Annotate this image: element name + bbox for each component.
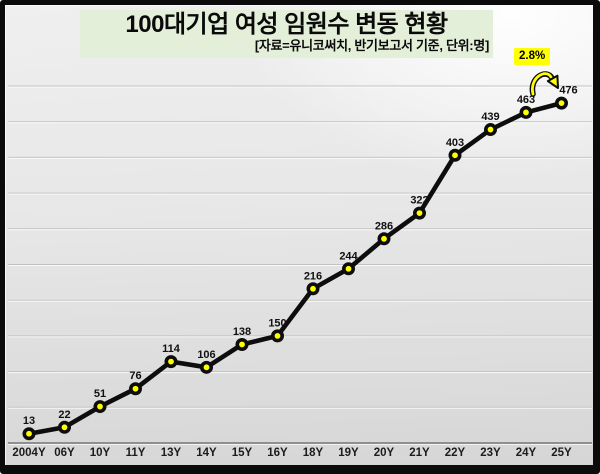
data-label: 138	[233, 326, 251, 338]
data-point	[341, 262, 355, 276]
x-axis-label: 25Y	[551, 447, 572, 459]
data-point	[554, 96, 568, 110]
growth-badge: 2.8%	[514, 48, 551, 65]
data-point	[270, 329, 284, 343]
title-block: 100대기업 여성 임원수 변동 현황 [자료=유니코써치, 반기보고서 기준,…	[80, 10, 493, 58]
data-label: 476	[559, 85, 577, 97]
series-line	[26, 100, 564, 437]
data-point	[93, 400, 107, 414]
data-label: 244	[339, 250, 358, 262]
data-point	[448, 148, 462, 162]
x-axis-label: 14Y	[196, 447, 217, 459]
data-label: 322	[410, 195, 428, 207]
x-axis-label: 19Y	[338, 447, 359, 459]
data-point	[22, 427, 36, 441]
increase-arrow-icon	[529, 71, 559, 97]
data-label: 463	[517, 94, 535, 106]
data-label: 150	[268, 317, 286, 329]
x-axis-label: 11Y	[126, 447, 146, 459]
data-point	[412, 206, 426, 220]
x-axis-label: 22Y	[445, 447, 466, 459]
data-label: 51	[94, 388, 106, 400]
x-axis-label: 16Y	[267, 447, 288, 459]
data-label: 13	[23, 415, 35, 427]
x-axis-label: 24Y	[516, 447, 537, 459]
x-axis-label: 13Y	[161, 447, 182, 459]
data-label: 403	[446, 137, 464, 149]
chart-subtitle: [자료=유니코써치, 반기보고서 기준, 단위:명]	[254, 37, 489, 53]
data-point	[306, 282, 320, 296]
data-label: 286	[375, 220, 393, 232]
data-point	[57, 420, 71, 434]
x-axis-label: 20Y	[374, 447, 395, 459]
data-label: 76	[129, 370, 141, 382]
data-label: 439	[481, 111, 499, 123]
data-label: 216	[304, 270, 322, 282]
data-point	[129, 382, 143, 396]
data-point	[235, 337, 249, 351]
data-label: 106	[197, 349, 215, 361]
x-axis-label: 18Y	[303, 447, 324, 459]
x-axis-label: 15Y	[232, 447, 253, 459]
data-point	[519, 105, 533, 119]
x-axis-label: 06Y	[54, 447, 75, 459]
data-label: 114	[162, 343, 181, 355]
data-label: 22	[58, 409, 70, 421]
x-axis-label: 2004Y	[12, 447, 46, 459]
data-point	[200, 360, 214, 374]
chart-title: 100대기업 여성 임원수 변동 현황	[125, 11, 448, 38]
x-axis-label: 23Y	[480, 447, 501, 459]
data-point	[483, 123, 497, 137]
data-point	[377, 232, 391, 246]
line-chart: 13 2004Y 22 06Y 51 10Y 76 11Y 114 13Y 106 14Y 138 15Y…	[8, 85, 592, 459]
x-axis-label: 21Y	[409, 447, 430, 459]
data-point	[164, 355, 178, 369]
x-axis-label: 10Y	[90, 447, 111, 459]
